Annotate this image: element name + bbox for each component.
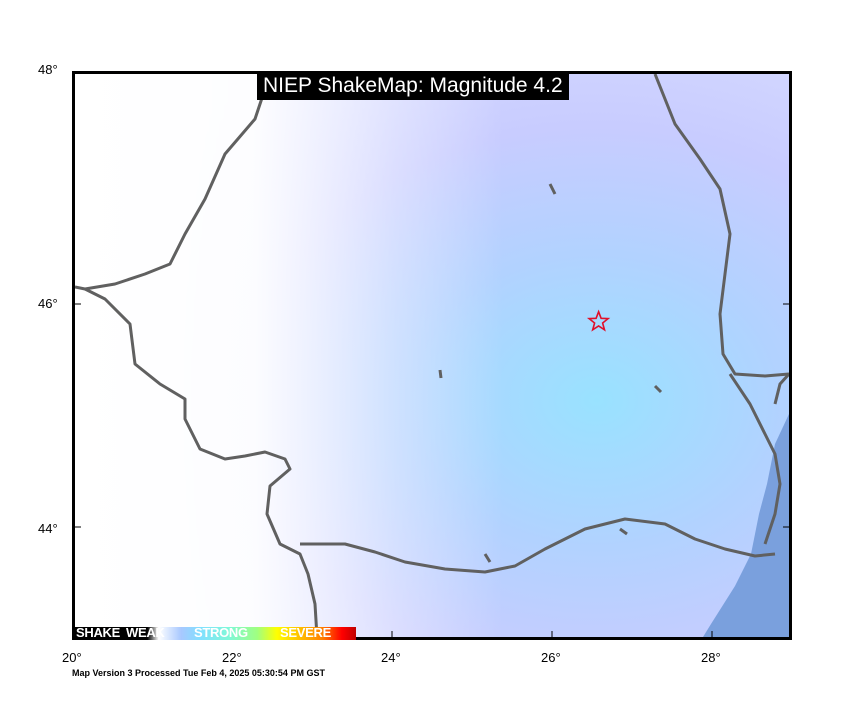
shakemap-canvas[interactable] [75, 74, 789, 637]
lakes [438, 183, 663, 563]
lon-tick-28: 28° [701, 650, 721, 665]
low-intensity-fade [75, 74, 789, 637]
lat-tick-46: 46° [38, 296, 58, 311]
legend-label-severe: SEVERE [280, 625, 331, 640]
epicenter-star-icon[interactable] [586, 309, 611, 332]
legend-label-shake: SHAKE [76, 625, 121, 640]
lat-tick-44: 44° [38, 521, 58, 536]
map-frame[interactable] [72, 71, 792, 640]
graticule-ticks [75, 303, 789, 637]
black-sea [703, 414, 789, 637]
lon-tick-22: 22° [222, 650, 242, 665]
lon-tick-24: 24° [381, 650, 401, 665]
intensity-legend: SHAKE WEAK STRONG SEVERE [74, 625, 356, 640]
lon-tick-20: 20° [62, 650, 82, 665]
lat-tick-48: 48° [38, 62, 58, 77]
legend-label-strong: STRONG [194, 625, 248, 640]
map-version-footer: Map Version 3 Processed Tue Feb 4, 2025 … [72, 668, 325, 678]
map-title: NIEP ShakeMap: Magnitude 4.2 [257, 72, 569, 100]
lon-tick-26: 26° [541, 650, 561, 665]
country-borders [75, 74, 789, 637]
legend-label-weak: WEAK [126, 625, 165, 640]
